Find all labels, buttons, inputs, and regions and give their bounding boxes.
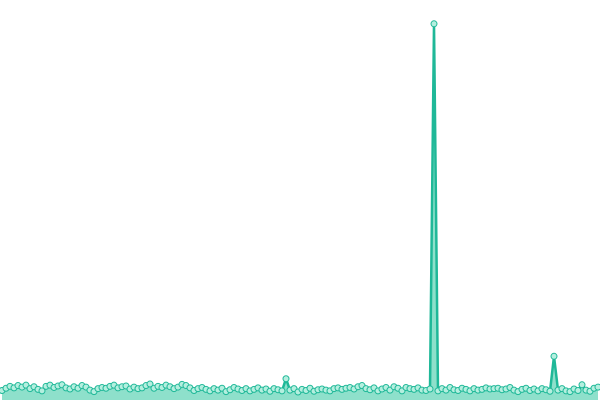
marker	[282, 375, 290, 383]
marker	[430, 20, 438, 28]
marker	[578, 381, 586, 389]
marker	[550, 352, 558, 360]
marker	[594, 383, 600, 391]
marker	[574, 387, 582, 394]
marker	[426, 385, 434, 393]
marker	[146, 380, 154, 388]
line	[1, 22, 599, 394]
area-fill	[2, 23, 598, 400]
marker	[38, 387, 46, 395]
marker	[278, 387, 286, 395]
marker	[546, 387, 554, 395]
